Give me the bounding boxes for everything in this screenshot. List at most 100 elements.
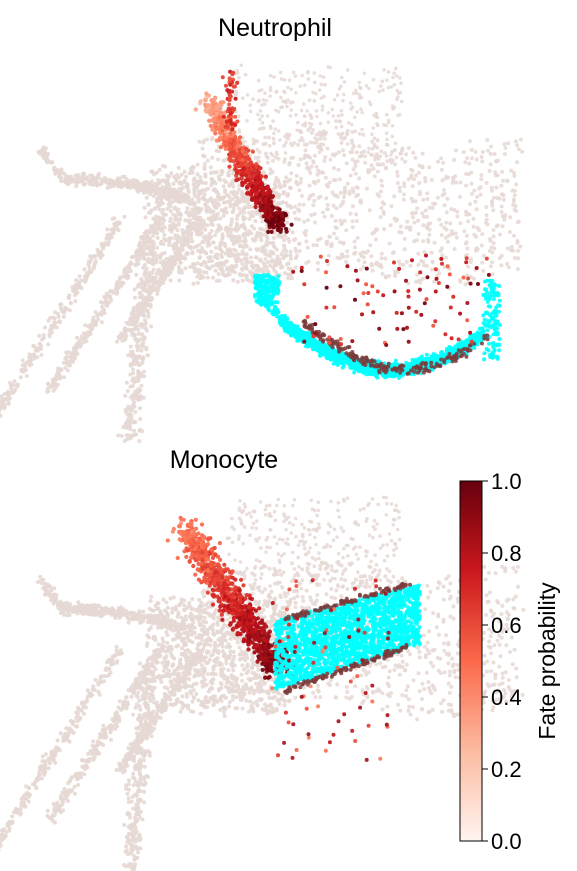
scatter-point [127, 420, 132, 425]
scatter-point [37, 333, 42, 338]
scatter-point [458, 279, 463, 284]
scatter-point [103, 295, 108, 300]
scatter-point [381, 88, 385, 92]
scatter-point [99, 320, 104, 325]
scatter-point [288, 249, 293, 254]
scatter-point [106, 181, 111, 186]
scatter-point [237, 140, 242, 145]
scatter-point [313, 220, 317, 225]
scatter-point [393, 66, 398, 71]
scatter-point [147, 293, 152, 298]
scatter-point [385, 137, 389, 142]
scatter-point [309, 164, 314, 169]
scatter-point [73, 356, 77, 361]
scatter-point [192, 187, 197, 192]
scatter-point [28, 356, 33, 361]
scatter-point [147, 230, 152, 235]
scatter-point [465, 246, 470, 251]
scatter-point [353, 129, 358, 134]
scatter-point [209, 228, 214, 233]
scatter-point [359, 253, 364, 258]
scatter-point [474, 207, 479, 212]
scatter-point [357, 144, 362, 149]
scatter-point [320, 104, 325, 109]
scatter-point [374, 111, 379, 116]
scatter-point [148, 303, 153, 308]
scatter-point [291, 70, 296, 75]
scatter-point [332, 231, 336, 236]
scatter-point [259, 269, 264, 274]
scatter-point [351, 167, 356, 172]
scatter-point [221, 184, 226, 189]
scatter-point [168, 209, 173, 214]
scatter-point [59, 368, 64, 373]
scatter-point [302, 102, 306, 106]
scatter-point [224, 259, 229, 264]
scatter-point [350, 186, 355, 191]
scatter-point [484, 181, 489, 185]
scatter-point [366, 150, 371, 155]
scatter-point [298, 157, 303, 162]
scatter-point [335, 93, 340, 97]
scatter-point [489, 144, 493, 149]
scatter-point [271, 243, 276, 248]
scatter-point [375, 122, 379, 126]
scatter-point [218, 216, 223, 221]
scatter-point [227, 102, 232, 107]
scatter-point [244, 230, 249, 235]
scatter-point [205, 243, 210, 248]
scatter-point [142, 313, 147, 318]
scatter-point [213, 131, 218, 136]
scatter-point [438, 249, 443, 253]
scatter-point [177, 267, 181, 272]
scatter-point [274, 270, 279, 275]
scatter-point [210, 223, 215, 227]
scatter-point [205, 239, 210, 244]
scatter-point [337, 119, 341, 123]
scatter-point [165, 196, 170, 201]
scatter-point [404, 152, 409, 157]
scatter-point [276, 109, 281, 114]
scatter-point [144, 266, 149, 271]
scatter-point [237, 128, 241, 132]
scatter-point [0, 394, 4, 399]
scatter-point [296, 163, 301, 167]
scatter-point [368, 243, 373, 248]
scatter-point [253, 201, 259, 206]
scatter-point [190, 164, 195, 169]
scatter-point [128, 395, 133, 400]
scatter-point [240, 266, 245, 271]
scatter-point [69, 358, 74, 363]
scatter-point [334, 206, 339, 211]
scatter-point [96, 175, 101, 180]
scatter-point [139, 311, 144, 316]
scatter-point [142, 272, 147, 277]
scatter-point [295, 128, 300, 133]
scatter-point [311, 243, 316, 248]
scatter-point [516, 256, 521, 261]
scatter-point [283, 234, 287, 238]
scatter-point [367, 86, 371, 91]
scatter-point [237, 75, 241, 80]
scatter-point [350, 157, 355, 162]
scatter-point [185, 230, 189, 235]
scatter-point [461, 150, 466, 155]
scatter-point [491, 228, 496, 233]
scatter-point [322, 214, 327, 219]
scatter-point [184, 193, 188, 198]
scatter-point [196, 199, 201, 204]
scatter-point [208, 165, 213, 170]
scatter-point [437, 217, 442, 222]
scatter-point [382, 227, 387, 232]
scatter-point [99, 242, 104, 246]
scatter-point [205, 158, 210, 163]
scatter-point [390, 104, 395, 108]
scatter-point [218, 136, 223, 141]
scatter-point [281, 255, 286, 260]
scatter-point [268, 167, 273, 172]
scatter-point [375, 145, 380, 150]
scatter-point [367, 208, 372, 213]
scatter-point [338, 190, 343, 195]
scatter-point [75, 335, 79, 340]
scatter-point [347, 189, 352, 194]
